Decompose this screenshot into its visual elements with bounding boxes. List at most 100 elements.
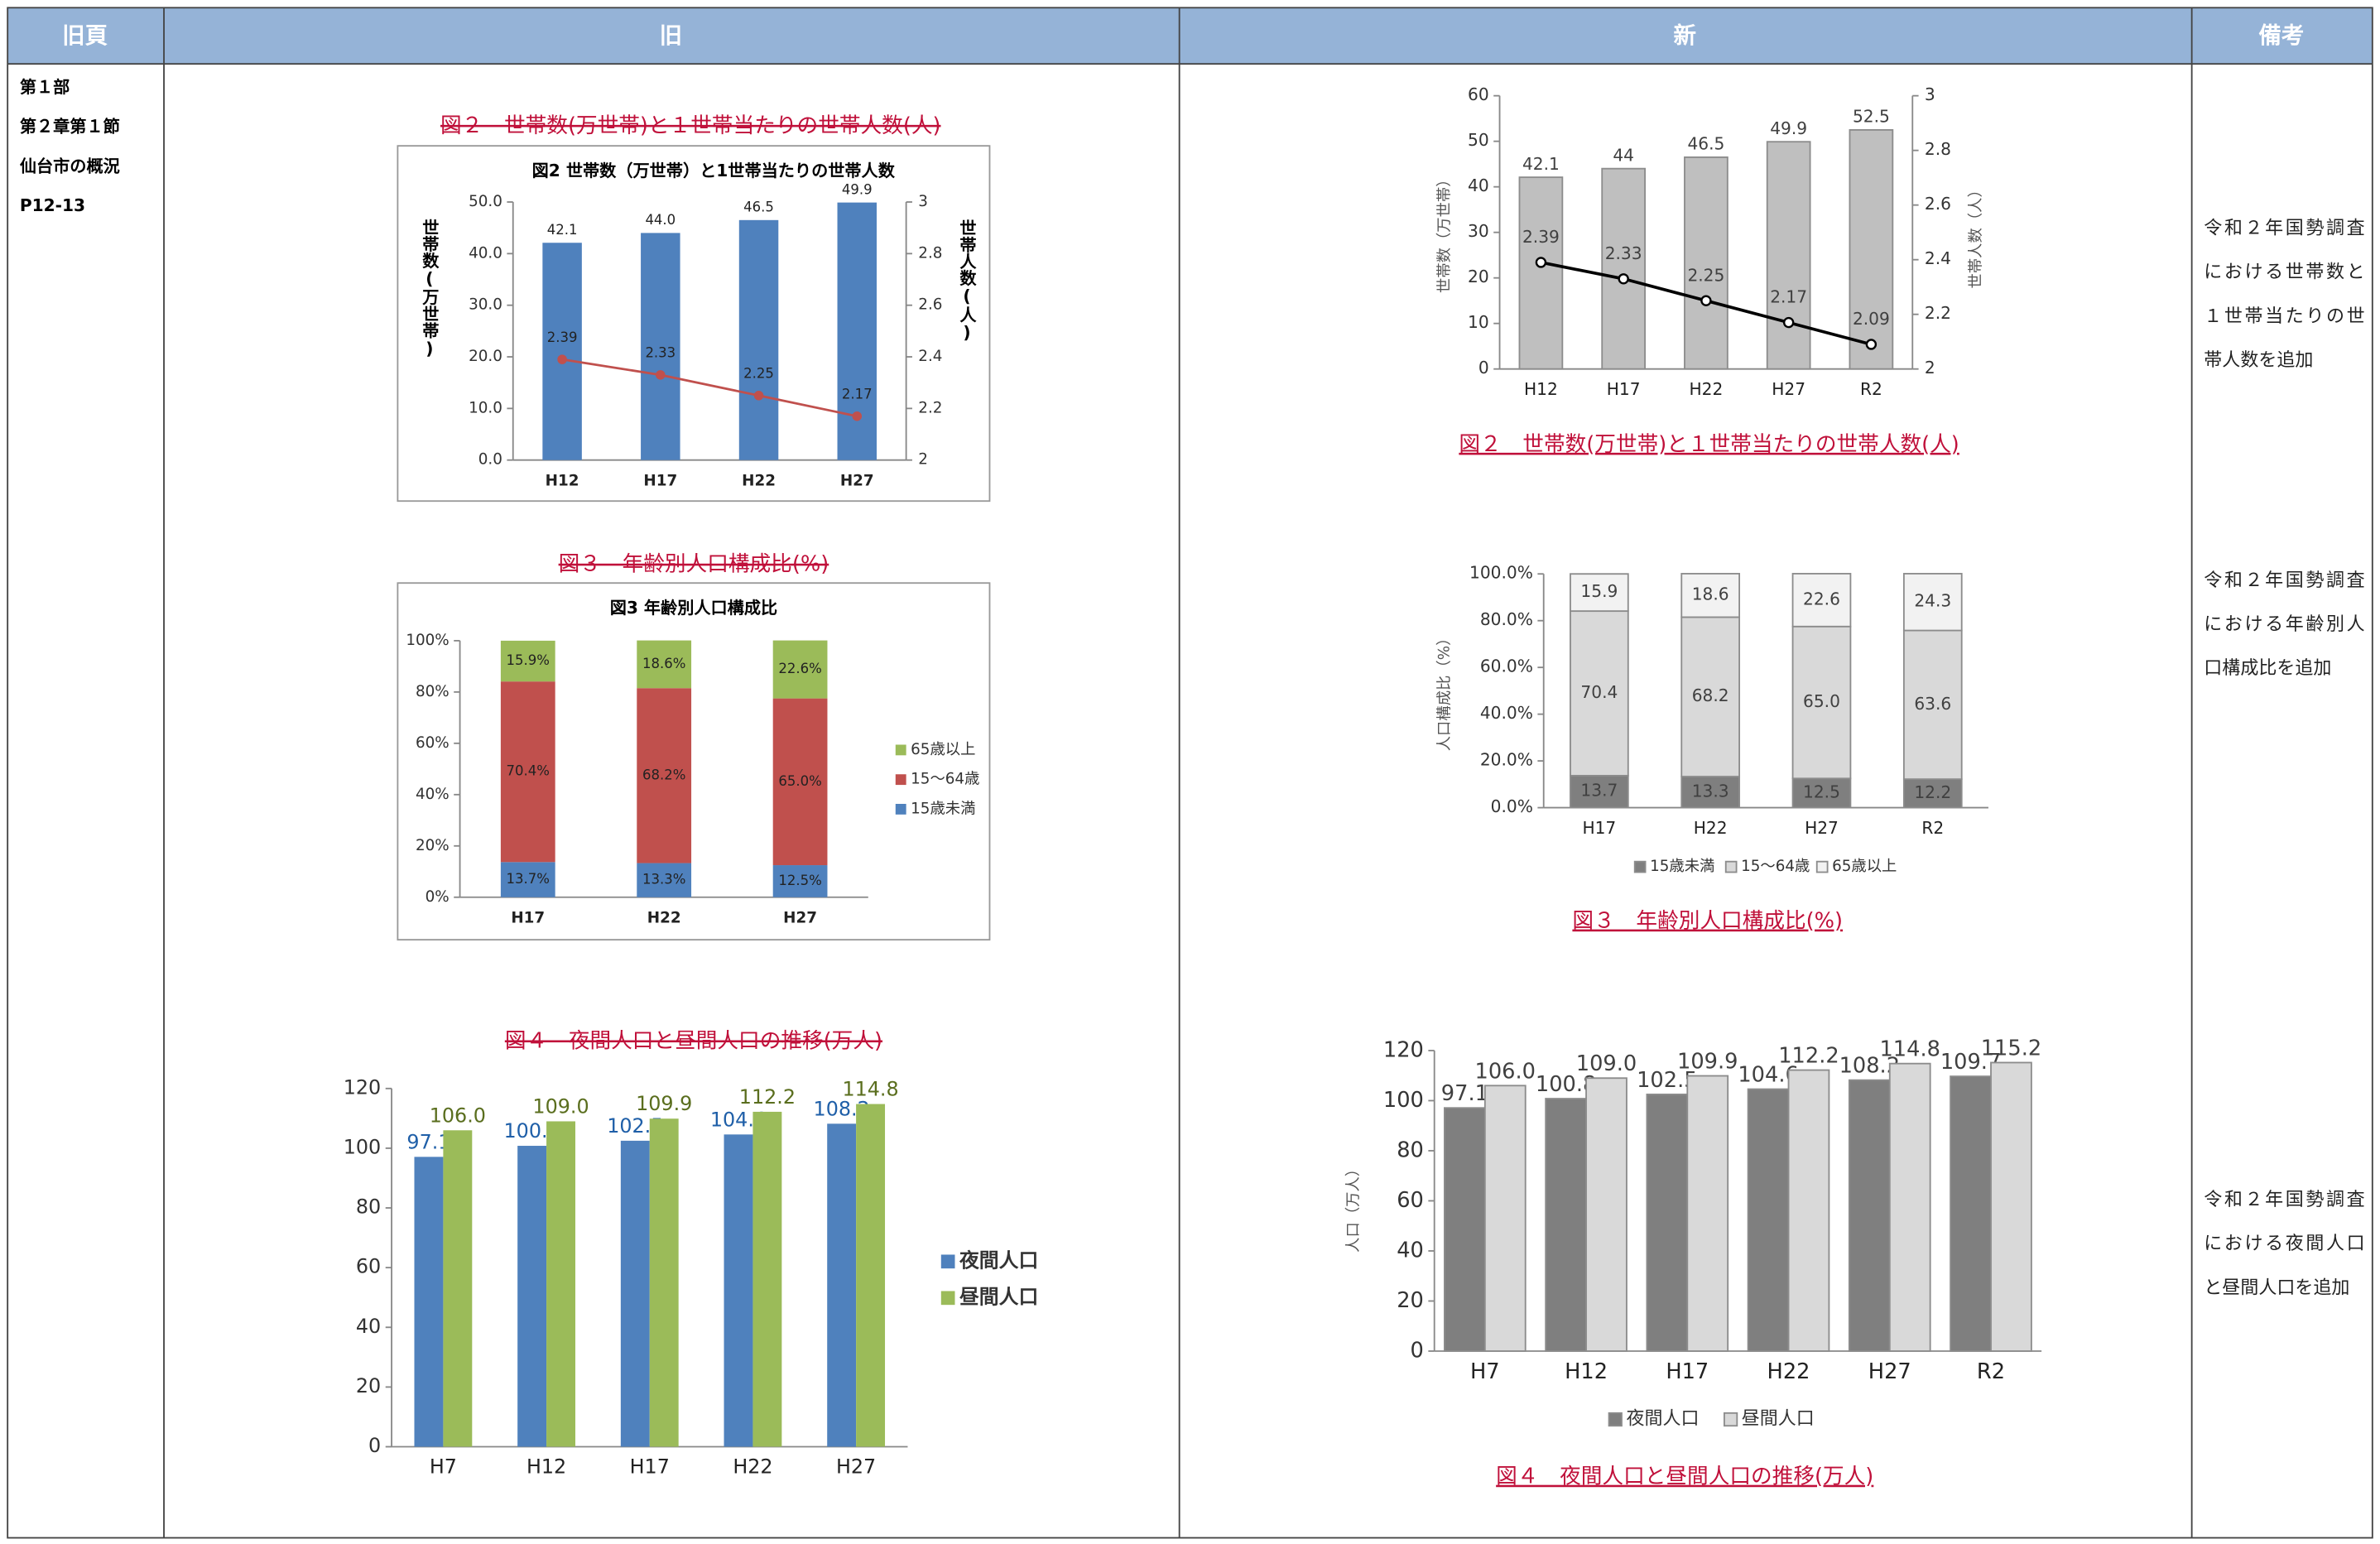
chart-frame (397, 145, 991, 503)
y-tick-label: 20 (1397, 1288, 1424, 1313)
value-label: 109.0 (1576, 1051, 1637, 1076)
axis-label: 世帯数(万世帯) (420, 219, 440, 358)
bar-segment (1680, 573, 1741, 618)
note: 令和２年国勢調査における世帯数と１世帯当たりの世帯人数を追加 (2204, 217, 2365, 371)
x-tick-label: H17 (511, 909, 545, 926)
x-tick-label: H27 (1772, 379, 1805, 399)
y-tick-label: 40.0% (1480, 703, 1533, 723)
line-marker (1782, 316, 1795, 329)
bar (1585, 1077, 1628, 1352)
value-label: 109.9 (636, 1092, 692, 1115)
x-tick-label: H17 (643, 472, 677, 489)
bar (414, 1157, 444, 1447)
value-label: 115.2 (1981, 1036, 2041, 1061)
value-label: 44.0 (645, 212, 676, 228)
x-tick-label: H22 (1689, 379, 1723, 399)
legend-swatch (895, 744, 906, 756)
bar-segment (500, 640, 555, 682)
value-label: 2.09 (1853, 309, 1890, 329)
x-tick-label: H22 (733, 1455, 772, 1479)
chart-title: 図3 年齢別人口構成比 (610, 598, 777, 618)
bar (1518, 176, 1564, 370)
bar-segment (1570, 774, 1629, 809)
legend-swatch (1723, 1412, 1738, 1427)
x-tick-label: H27 (783, 909, 817, 926)
bar (641, 233, 680, 460)
y-tick-label: 0.0 (478, 451, 502, 469)
y2-tick-label: 2.8 (918, 244, 942, 262)
bar-segment (1902, 573, 1963, 632)
bar (1950, 1075, 1992, 1352)
legend-label: 65歳以上 (911, 741, 975, 758)
line-marker (1700, 295, 1712, 306)
y-tick-label: 0.0% (1491, 796, 1533, 816)
y-tick-label: 50 (1468, 130, 1489, 150)
line-marker (1535, 257, 1547, 268)
x-tick-label: H17 (1607, 379, 1641, 399)
bar (724, 1134, 753, 1447)
y-tick-label: 40 (1397, 1238, 1424, 1263)
y-tick-label: 0 (368, 1434, 381, 1457)
bar (1483, 1085, 1527, 1352)
value-label: 2.33 (645, 345, 676, 361)
value-label: 12.5 (1803, 782, 1840, 801)
value-label: 68.2 (1692, 685, 1729, 705)
x-tick-label: H12 (526, 1455, 566, 1479)
y-tick-label: 40 (1468, 176, 1489, 195)
value-label: 2.17 (842, 387, 873, 402)
bar (827, 1123, 857, 1447)
bar (1888, 1062, 1931, 1352)
bar-segment (1791, 573, 1852, 628)
line-marker (557, 354, 567, 364)
x-tick-label: H22 (1767, 1359, 1810, 1384)
x-tick-label: R2 (1977, 1359, 2005, 1384)
bar-segment (637, 640, 692, 689)
legend-swatch (1608, 1412, 1623, 1427)
y-tick-label: 80.0% (1480, 609, 1533, 629)
legend-label: 15～64歳 (911, 771, 979, 788)
y2-tick-label: 2.2 (918, 399, 942, 416)
y-tick-label: 120 (1383, 1037, 1424, 1062)
old-page-line: 仙台市の概況 (20, 156, 120, 176)
legend-label: 65歳以上 (1832, 858, 1897, 875)
value-label: 49.9 (842, 181, 873, 197)
bar (1646, 1093, 1689, 1352)
value-label: 18.6% (642, 656, 685, 671)
bar-segment (1570, 610, 1629, 777)
value-label: 42.1 (547, 222, 578, 238)
bar-segment (1791, 625, 1852, 780)
bar-segment (772, 698, 828, 866)
bar-segment (500, 681, 555, 863)
value-label: 24.3 (1914, 591, 1951, 611)
bar (1747, 1088, 1790, 1352)
y-tick-label: 40.0 (469, 244, 502, 262)
value-label: 49.9 (1770, 118, 1807, 138)
bar (649, 1118, 679, 1447)
bar (1444, 1107, 1486, 1352)
value-label: 22.6 (1803, 589, 1840, 608)
bar (1545, 1098, 1587, 1352)
x-tick-label: H17 (1582, 818, 1616, 838)
y2-tick-label: 2.4 (918, 348, 942, 365)
y-tick-label: 60 (1397, 1188, 1424, 1213)
bar (738, 219, 779, 460)
x-tick-label: H22 (1694, 818, 1728, 838)
bar (1990, 1061, 2032, 1352)
axis-label: 世帯人数（人） (1967, 182, 1984, 288)
x-tick-label: H22 (647, 909, 681, 926)
y-tick-label: 10.0 (469, 399, 502, 416)
legend-swatch (895, 774, 906, 786)
legend-swatch (1724, 860, 1738, 873)
y2-tick-label: 2 (918, 451, 928, 469)
bar (1766, 141, 1811, 370)
value-label: 46.5 (1687, 134, 1724, 154)
header-cell: 旧 (660, 22, 683, 49)
value-label: 12.2 (1914, 782, 1951, 802)
table-border (7, 7, 2373, 1539)
legend-swatch (1633, 860, 1647, 873)
value-label: 46.5 (743, 200, 774, 215)
y-tick-label: 20 (356, 1374, 381, 1397)
chart-caption: 図４ 夜間人口と昼間人口の推移(万人) (1496, 1465, 1873, 1489)
bar (1684, 156, 1729, 370)
header-cell: 備考 (2258, 22, 2304, 49)
